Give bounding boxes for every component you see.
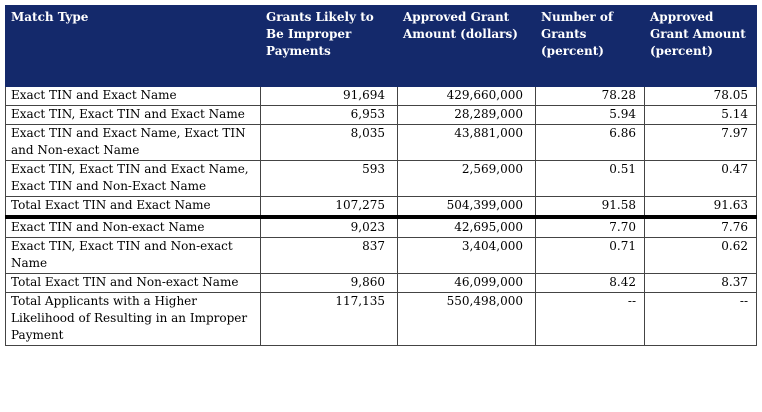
- cell-grants-pct: 91.58: [535, 196, 645, 218]
- cell-match-type: Exact TIN, Exact TIN and Non-exact Name: [5, 237, 261, 274]
- table-row-grand-total: Total Applicants with a Higher Likelihoo…: [5, 292, 757, 346]
- cell-grants: 9,023: [260, 215, 398, 238]
- cell-grants-pct: 7.70: [535, 215, 645, 238]
- table-row: Exact TIN and Non-exact Name 9,023 42,69…: [5, 215, 757, 238]
- cell-amount-pct: --: [644, 292, 757, 346]
- cell-match-type: Exact TIN and Non-exact Name: [5, 215, 261, 238]
- header-row: Match Type Grants Likely to Be Improper …: [5, 5, 757, 87]
- cell-amount-pct: 7.97: [644, 124, 757, 161]
- improper-payments-table: Match Type Grants Likely to Be Improper …: [5, 5, 757, 346]
- cell-grants: 107,275: [260, 196, 398, 218]
- cell-amount: 429,660,000: [397, 86, 536, 106]
- cell-grants-pct: 78.28: [535, 86, 645, 106]
- cell-grants: 91,694: [260, 86, 398, 106]
- cell-amount-pct: 0.47: [644, 160, 757, 197]
- cell-match-type: Exact TIN, Exact TIN and Exact Name, Exa…: [5, 160, 261, 197]
- cell-match-type: Exact TIN, Exact TIN and Exact Name: [5, 105, 261, 125]
- cell-amount-pct: 5.14: [644, 105, 757, 125]
- cell-amount: 2,569,000: [397, 160, 536, 197]
- cell-grants: 593: [260, 160, 398, 197]
- cell-amount-pct: 78.05: [644, 86, 757, 106]
- cell-amount: 46,099,000: [397, 273, 536, 293]
- cell-grants: 9,860: [260, 273, 398, 293]
- cell-match-type: Total Exact TIN and Exact Name: [5, 196, 261, 218]
- cell-grants: 837: [260, 237, 398, 274]
- cell-grants: 8,035: [260, 124, 398, 161]
- cell-amount-pct: 7.76: [644, 215, 757, 238]
- cell-amount: 28,289,000: [397, 105, 536, 125]
- cell-grants-pct: 0.71: [535, 237, 645, 274]
- cell-match-type: Total Exact TIN and Non-exact Name: [5, 273, 261, 293]
- header-number-percent: Number of Grants (percent): [535, 5, 645, 87]
- table-row: Exact TIN and Exact Name, Exact TIN and …: [5, 124, 757, 161]
- cell-amount-pct: 91.63: [644, 196, 757, 218]
- cell-amount-pct: 8.37: [644, 273, 757, 293]
- cell-amount-pct: 0.62: [644, 237, 757, 274]
- table-row-total: Total Exact TIN and Non-exact Name 9,860…: [5, 273, 757, 293]
- cell-match-type: Exact TIN and Exact Name: [5, 86, 261, 106]
- header-match-type: Match Type: [5, 5, 261, 87]
- table-row: Exact TIN, Exact TIN and Exact Name 6,95…: [5, 105, 757, 125]
- cell-grants-pct: --: [535, 292, 645, 346]
- table-row: Exact TIN, Exact TIN and Exact Name, Exa…: [5, 160, 757, 197]
- cell-amount: 550,498,000: [397, 292, 536, 346]
- cell-grants-pct: 0.51: [535, 160, 645, 197]
- header-amount-percent: Approved Grant Amount (percent): [644, 5, 757, 87]
- header-approved-amount: Approved Grant Amount (dollars): [397, 5, 536, 87]
- cell-grants-pct: 6.86: [535, 124, 645, 161]
- table-row-total: Total Exact TIN and Exact Name 107,275 5…: [5, 196, 757, 218]
- cell-amount: 504,399,000: [397, 196, 536, 218]
- cell-match-type: Total Applicants with a Higher Likelihoo…: [5, 292, 261, 346]
- table-row: Exact TIN, Exact TIN and Non-exact Name …: [5, 237, 757, 274]
- cell-amount: 42,695,000: [397, 215, 536, 238]
- cell-amount: 3,404,000: [397, 237, 536, 274]
- cell-grants: 6,953: [260, 105, 398, 125]
- cell-grants: 117,135: [260, 292, 398, 346]
- table-row: Exact TIN and Exact Name 91,694 429,660,…: [5, 86, 757, 106]
- header-grants-likely: Grants Likely to Be Improper Payments: [260, 5, 398, 87]
- cell-grants-pct: 5.94: [535, 105, 645, 125]
- cell-grants-pct: 8.42: [535, 273, 645, 293]
- cell-match-type: Exact TIN and Exact Name, Exact TIN and …: [5, 124, 261, 161]
- cell-amount: 43,881,000: [397, 124, 536, 161]
